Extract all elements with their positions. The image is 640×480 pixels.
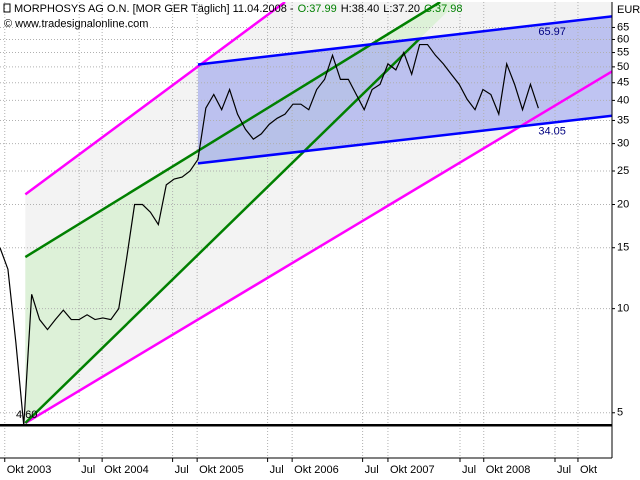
x-tick-label: Okt 2005 — [199, 464, 244, 476]
y-tick-label: 30 — [617, 138, 629, 150]
subtitle: © www.tradesignalonline.com — [4, 18, 148, 30]
y-tick-label: 65 — [617, 21, 629, 33]
trend-line — [24, 37, 421, 424]
x-tick-label: Okt 2008 — [486, 464, 531, 476]
y-tick-label: 50 — [617, 61, 629, 73]
x-tick-label: Okt 2006 — [294, 464, 339, 476]
support-label: 4.60 — [16, 409, 37, 421]
x-tick-label: Okt — [580, 464, 597, 476]
x-tick-label: Jul — [270, 464, 284, 476]
price-line — [0, 43, 539, 426]
x-tick-label: Jul — [81, 464, 95, 476]
header-icon — [3, 3, 11, 13]
x-tick-label: Okt 2004 — [104, 464, 149, 476]
trend-line — [24, 70, 612, 425]
trend-line — [24, 2, 286, 196]
x-tick-label: Jul — [462, 464, 476, 476]
x-tick-label: Okt 2003 — [7, 464, 52, 476]
x-tick-label: Okt 2007 — [390, 464, 435, 476]
y-tick-label: 35 — [617, 114, 629, 126]
header-item: H:38.40 — [341, 3, 380, 15]
y-tick-label: 10 — [617, 303, 629, 315]
y-tick-label: 40 — [617, 94, 629, 106]
x-tick-label: Jul — [365, 464, 379, 476]
y-tick-label: 25 — [617, 165, 629, 177]
y-tick-label: 20 — [617, 198, 629, 210]
value-annotation: 65.97 — [538, 26, 566, 38]
header-item: C:37.98 — [424, 3, 463, 15]
value-annotation: 34.05 — [538, 125, 566, 137]
y-tick-label: 60 — [617, 33, 629, 45]
y-tick-label: 45 — [617, 77, 629, 89]
trend-line — [197, 114, 612, 165]
y-tick-label: 5 — [617, 407, 623, 419]
chart-title: MORPHOSYS AG O.N. [MOR GER Täglich] 11.0… — [14, 3, 294, 15]
x-tick-label: Jul — [557, 464, 571, 476]
x-tick-label: Jul — [175, 464, 189, 476]
trend-line — [197, 15, 612, 66]
y-axis-label: EUR — [617, 4, 640, 16]
plot-area — [0, 2, 612, 458]
header: MORPHOSYS AG O.N. [MOR GER Täglich] 11.0… — [3, 3, 463, 30]
header-item: O:37.99 — [298, 3, 337, 15]
y-tick-label: 55 — [617, 46, 629, 58]
y-tick-label: 15 — [617, 242, 629, 254]
header-item: L:37.20 — [383, 3, 420, 15]
